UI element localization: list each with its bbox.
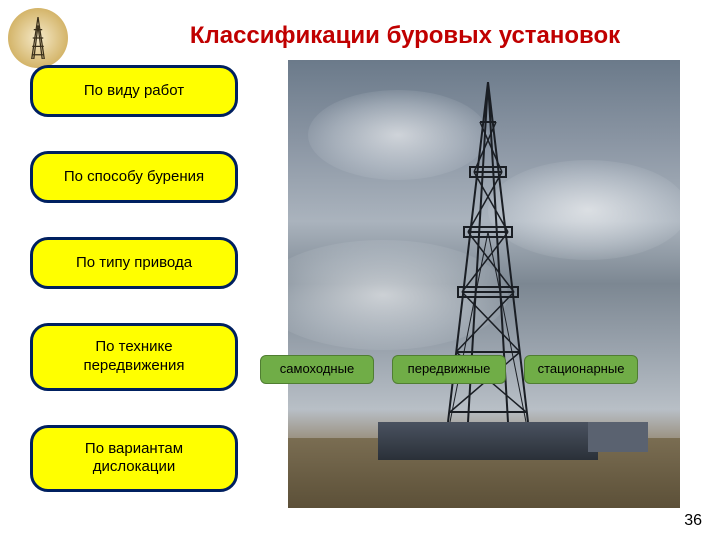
movement-options-row: самоходные передвижные стационарные — [260, 355, 638, 384]
category-label: По технике передвижения — [43, 338, 225, 376]
category-list: По виду работ По способу бурения По типу… — [30, 65, 238, 492]
page-number: 36 — [684, 512, 702, 530]
category-drilling-method: По способу бурения — [30, 151, 238, 203]
logo-emblem — [8, 8, 68, 68]
option-mobile: передвижные — [392, 355, 506, 384]
category-work-type: По виду работ — [30, 65, 238, 117]
option-stationary: стационарные — [524, 355, 638, 384]
rig-building-shape — [588, 422, 648, 452]
option-label: передвижные — [408, 362, 491, 377]
category-label: По типу привода — [76, 254, 192, 273]
option-self-propelled: самоходные — [260, 355, 374, 384]
option-label: стационарные — [538, 362, 625, 377]
slide-title: Классификации буровых установок — [0, 0, 720, 50]
category-drive-type: По типу привода — [30, 237, 238, 289]
drilling-rig-photo — [288, 60, 680, 508]
category-movement-technique: По технике передвижения — [30, 323, 238, 391]
content-area: По виду работ По способу бурения По типу… — [0, 60, 720, 530]
option-label: самоходные — [280, 362, 354, 377]
derrick-icon — [27, 17, 49, 59]
category-label: По виду работ — [84, 82, 184, 101]
category-location-variants: По вариантам дислокации — [30, 425, 238, 493]
category-label: По вариантам дислокации — [43, 440, 225, 478]
category-label: По способу бурения — [64, 168, 204, 187]
rig-base-shape — [378, 422, 598, 460]
